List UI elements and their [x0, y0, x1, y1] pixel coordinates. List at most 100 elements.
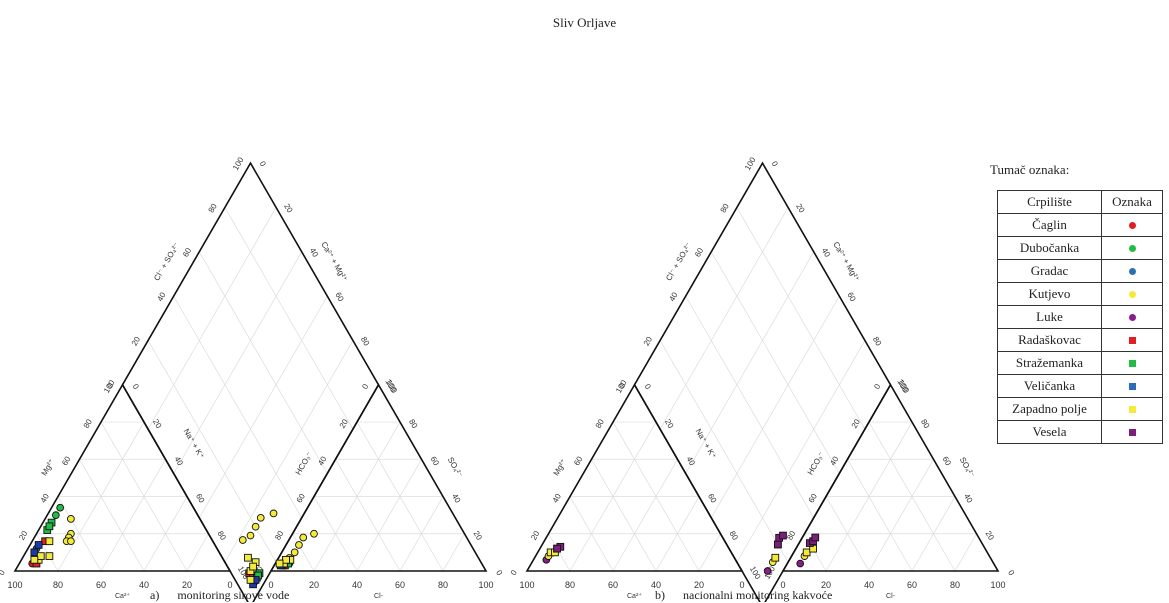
tick-label: 0 [617, 381, 627, 390]
caption-a-letter: a) [150, 588, 160, 602]
tick-label: 20 [130, 335, 143, 348]
tick-label: 40 [962, 492, 975, 505]
grid-line [224, 340, 354, 563]
sample-point [310, 529, 318, 538]
grid-line [100, 459, 166, 572]
grid-line [825, 496, 870, 572]
tick-label: 100 [990, 580, 1005, 590]
legend-col-mark: Oznaka [1101, 190, 1163, 214]
tick-label: 40 [308, 246, 321, 259]
tick-label: 0 [643, 382, 653, 391]
tick-label: 60 [706, 492, 719, 505]
tick-label: 60 [907, 580, 917, 590]
caption-b-letter: b) [655, 588, 665, 602]
circle-marker-icon [1128, 222, 1136, 229]
tick-label: 80 [82, 417, 95, 430]
sample-point [802, 548, 811, 557]
grid-line [710, 295, 840, 519]
sample-point [774, 540, 782, 549]
tick-label: 40 [667, 290, 680, 303]
grid-line [100, 421, 188, 572]
axis-title-anion: Cl- [886, 593, 896, 600]
grid-line [659, 207, 789, 430]
tick-label: 80 [438, 580, 448, 590]
tick-label: 60 [941, 455, 954, 468]
legend-title: Tumač oznaka: [990, 162, 1070, 177]
diamond-field [633, 161, 892, 602]
legend-row: Gradac [997, 259, 1163, 283]
tick-label: 60 [572, 454, 585, 467]
tick-label: 60 [295, 492, 308, 505]
grid-line [685, 295, 815, 519]
legend-source-name: Zapadno polje [997, 397, 1102, 421]
tick-label: 60 [194, 492, 207, 505]
tick-label: 100 [231, 155, 246, 172]
tick-label: 80 [216, 529, 229, 542]
square-marker-icon [1128, 337, 1136, 344]
sample-point [36, 552, 45, 560]
legend-row: Kutjevo [997, 282, 1163, 306]
legend-symbol-cell [1101, 305, 1163, 329]
legend-source-name: Stražemanka [997, 351, 1102, 375]
sample-point [238, 536, 247, 544]
tick-label: 0 [268, 580, 273, 590]
legend-row: Dubočanka [997, 236, 1163, 260]
axis-title-so4: SO₄²⁻ [446, 456, 465, 479]
caption-a: a) monitoring sirove vode [150, 588, 289, 603]
sample-point [269, 509, 278, 518]
sample-point [299, 533, 308, 542]
tick-label: 0 [227, 580, 232, 590]
sample-point [779, 531, 787, 540]
legend-symbol-cell [1101, 328, 1163, 352]
sample-point [811, 533, 820, 542]
tick-label: 60 [807, 492, 820, 505]
caption-b: b) nacionalni monitoring kakvoće [655, 588, 832, 603]
tick-label: 20 [338, 417, 351, 430]
grid-line [292, 533, 315, 572]
legend-symbol-cell [1101, 236, 1163, 260]
tick-label: 60 [429, 455, 442, 468]
grid-line [57, 496, 102, 572]
circle-marker-icon [1128, 314, 1136, 321]
circle-marker-icon [1128, 268, 1136, 275]
sample-point [30, 548, 39, 557]
axis-title-ca-mg: Ca²⁺ + Mg²⁺ [319, 240, 349, 283]
sample-point [246, 576, 255, 584]
legend-col-source: Crpilište [997, 190, 1102, 214]
tick-label: 80 [785, 529, 798, 542]
grid-line [710, 251, 840, 474]
tick-label: 60 [181, 246, 194, 259]
grid-line [79, 459, 145, 572]
legend-symbol-cell [1101, 420, 1163, 444]
grid-line [736, 207, 866, 430]
legend-symbol-cell [1101, 213, 1163, 237]
grid-line [954, 533, 977, 572]
tick-label: 100 [519, 580, 534, 590]
legend-source-name: Kutjevo [997, 282, 1102, 306]
tick-label: 20 [850, 417, 863, 430]
grid-line [442, 533, 465, 572]
sample-point [290, 548, 299, 557]
grid-line [313, 496, 358, 572]
legend-source-name: Dubočanka [997, 236, 1102, 260]
tick-label: 20 [472, 529, 485, 542]
grid-line [356, 421, 444, 572]
tick-label: 0 [360, 382, 370, 391]
figure-title: Sliv Orljave [552, 15, 617, 30]
tick-label: 20 [309, 580, 319, 590]
grid-line [736, 340, 866, 563]
grid-line [173, 251, 303, 474]
legend-symbol-cell [1101, 282, 1163, 306]
tick-label: 80 [407, 418, 420, 431]
grid-line [612, 459, 678, 572]
sample-point [67, 537, 75, 546]
tick-label: 40 [864, 580, 874, 590]
tick-label: 0 [105, 381, 115, 390]
tick-label: 40 [39, 492, 52, 505]
sample-point [763, 567, 772, 575]
tick-label: 80 [950, 580, 960, 590]
tick-label: 60 [608, 580, 618, 590]
sample-point [45, 522, 54, 531]
legend-source-name: Gradac [997, 259, 1102, 283]
